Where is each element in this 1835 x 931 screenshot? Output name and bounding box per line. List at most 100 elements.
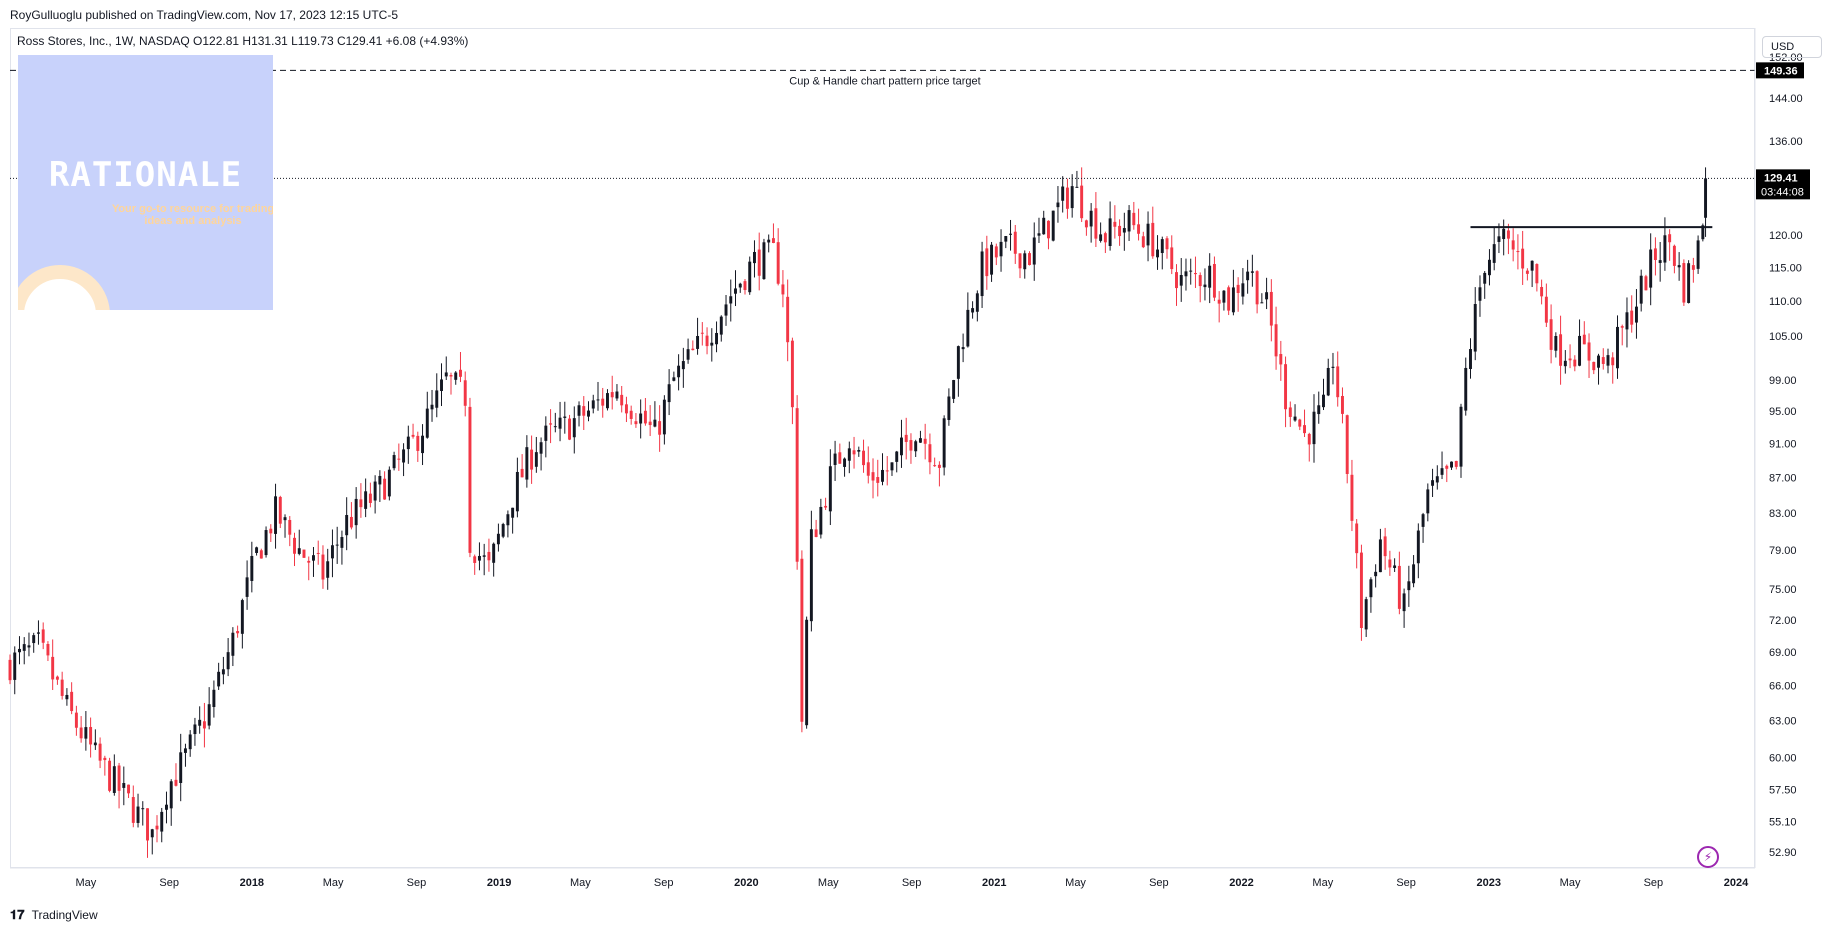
currency-selector[interactable]: USD	[1762, 36, 1822, 58]
candle-body	[278, 496, 282, 524]
candle-body	[1506, 230, 1510, 239]
y-tick-label: 144.00	[1769, 93, 1803, 105]
candle	[890, 462, 894, 476]
candle	[809, 510, 813, 632]
candle-body	[51, 656, 55, 680]
candle-body	[1028, 253, 1031, 266]
x-tick-label: 2021	[982, 877, 1006, 889]
candle	[1260, 293, 1264, 304]
candle	[805, 616, 809, 729]
candle-body	[719, 316, 723, 335]
candle	[1559, 315, 1563, 385]
candle	[1028, 251, 1031, 266]
candle	[881, 453, 884, 486]
candle	[824, 497, 828, 511]
candle-body	[582, 406, 586, 416]
candle-body	[430, 404, 434, 410]
candle	[771, 223, 775, 244]
candle-body	[255, 547, 259, 553]
candle-body	[1696, 240, 1700, 269]
candle	[1265, 277, 1269, 310]
candle-body	[397, 458, 401, 460]
candle-body	[677, 365, 681, 378]
candle-body	[496, 533, 500, 545]
candle	[1269, 279, 1273, 342]
candle-body	[1250, 271, 1254, 273]
candle-body	[93, 742, 97, 746]
candle-body	[27, 645, 31, 648]
candle-body	[1084, 220, 1088, 228]
candle-body	[1255, 271, 1259, 305]
candle	[226, 638, 230, 677]
lightning-icon[interactable]: ⚡	[1697, 846, 1719, 868]
candle	[1469, 338, 1472, 379]
candle-body	[245, 577, 249, 597]
candle	[340, 530, 344, 565]
candle	[757, 232, 761, 291]
candle-body	[1127, 210, 1131, 232]
candle-body	[1217, 299, 1221, 304]
candle-body	[1516, 251, 1520, 253]
candle-body	[1288, 407, 1292, 417]
y-tick-label: 115.00	[1769, 262, 1802, 274]
candle	[373, 475, 377, 514]
candle-body	[1193, 273, 1197, 275]
candle	[1450, 461, 1453, 470]
candle-body	[1592, 361, 1596, 371]
candle	[473, 554, 477, 575]
candle-body	[1042, 217, 1046, 235]
candle	[658, 405, 662, 452]
candle-body	[122, 783, 126, 788]
candle-body	[1322, 394, 1325, 408]
candle-body	[734, 288, 737, 294]
candle-body	[790, 340, 794, 408]
candle-body	[629, 410, 633, 419]
candle-body	[435, 390, 439, 408]
candle	[1042, 210, 1046, 235]
candle-body	[32, 635, 36, 644]
candle	[1644, 274, 1648, 291]
candle-body	[1355, 523, 1359, 554]
candle-body	[563, 416, 567, 418]
candle	[103, 755, 107, 776]
candle-body	[1704, 178, 1708, 218]
candle-body	[84, 727, 88, 739]
y-tick-label: 75.00	[1769, 584, 1797, 596]
candle	[1165, 236, 1169, 259]
candle	[1525, 268, 1529, 281]
candle-body	[937, 464, 941, 468]
candle-body	[127, 784, 131, 794]
candle-body	[729, 296, 733, 304]
candle-body	[1478, 287, 1482, 301]
candle-last	[1704, 167, 1708, 237]
candle	[98, 737, 102, 769]
candle	[885, 456, 889, 486]
y-tick-label: 120.00	[1769, 230, 1803, 242]
candle	[1355, 519, 1359, 569]
candle	[1231, 269, 1235, 316]
candle-body	[672, 377, 676, 381]
x-tick-label: May	[570, 877, 591, 889]
candle-body	[60, 679, 64, 696]
candle-body	[1122, 228, 1126, 233]
candle	[1094, 192, 1098, 247]
candle	[1364, 596, 1368, 637]
candle	[1326, 358, 1330, 397]
candle-body	[866, 462, 870, 476]
candle-body	[1473, 304, 1477, 352]
x-tick-label: Sep	[407, 877, 427, 889]
y-tick-label: 91.00	[1769, 439, 1797, 451]
candle	[1298, 418, 1302, 431]
candle-body	[150, 829, 154, 838]
candle-body	[1582, 334, 1586, 345]
candle-body	[961, 347, 965, 350]
candle-body	[1004, 236, 1008, 242]
candle-body	[539, 442, 543, 454]
candle-body	[549, 423, 553, 425]
candle	[188, 730, 192, 757]
candle-body	[1108, 218, 1112, 246]
x-tick-label: Sep	[902, 877, 922, 889]
candle	[1170, 235, 1174, 275]
candle	[677, 354, 681, 391]
